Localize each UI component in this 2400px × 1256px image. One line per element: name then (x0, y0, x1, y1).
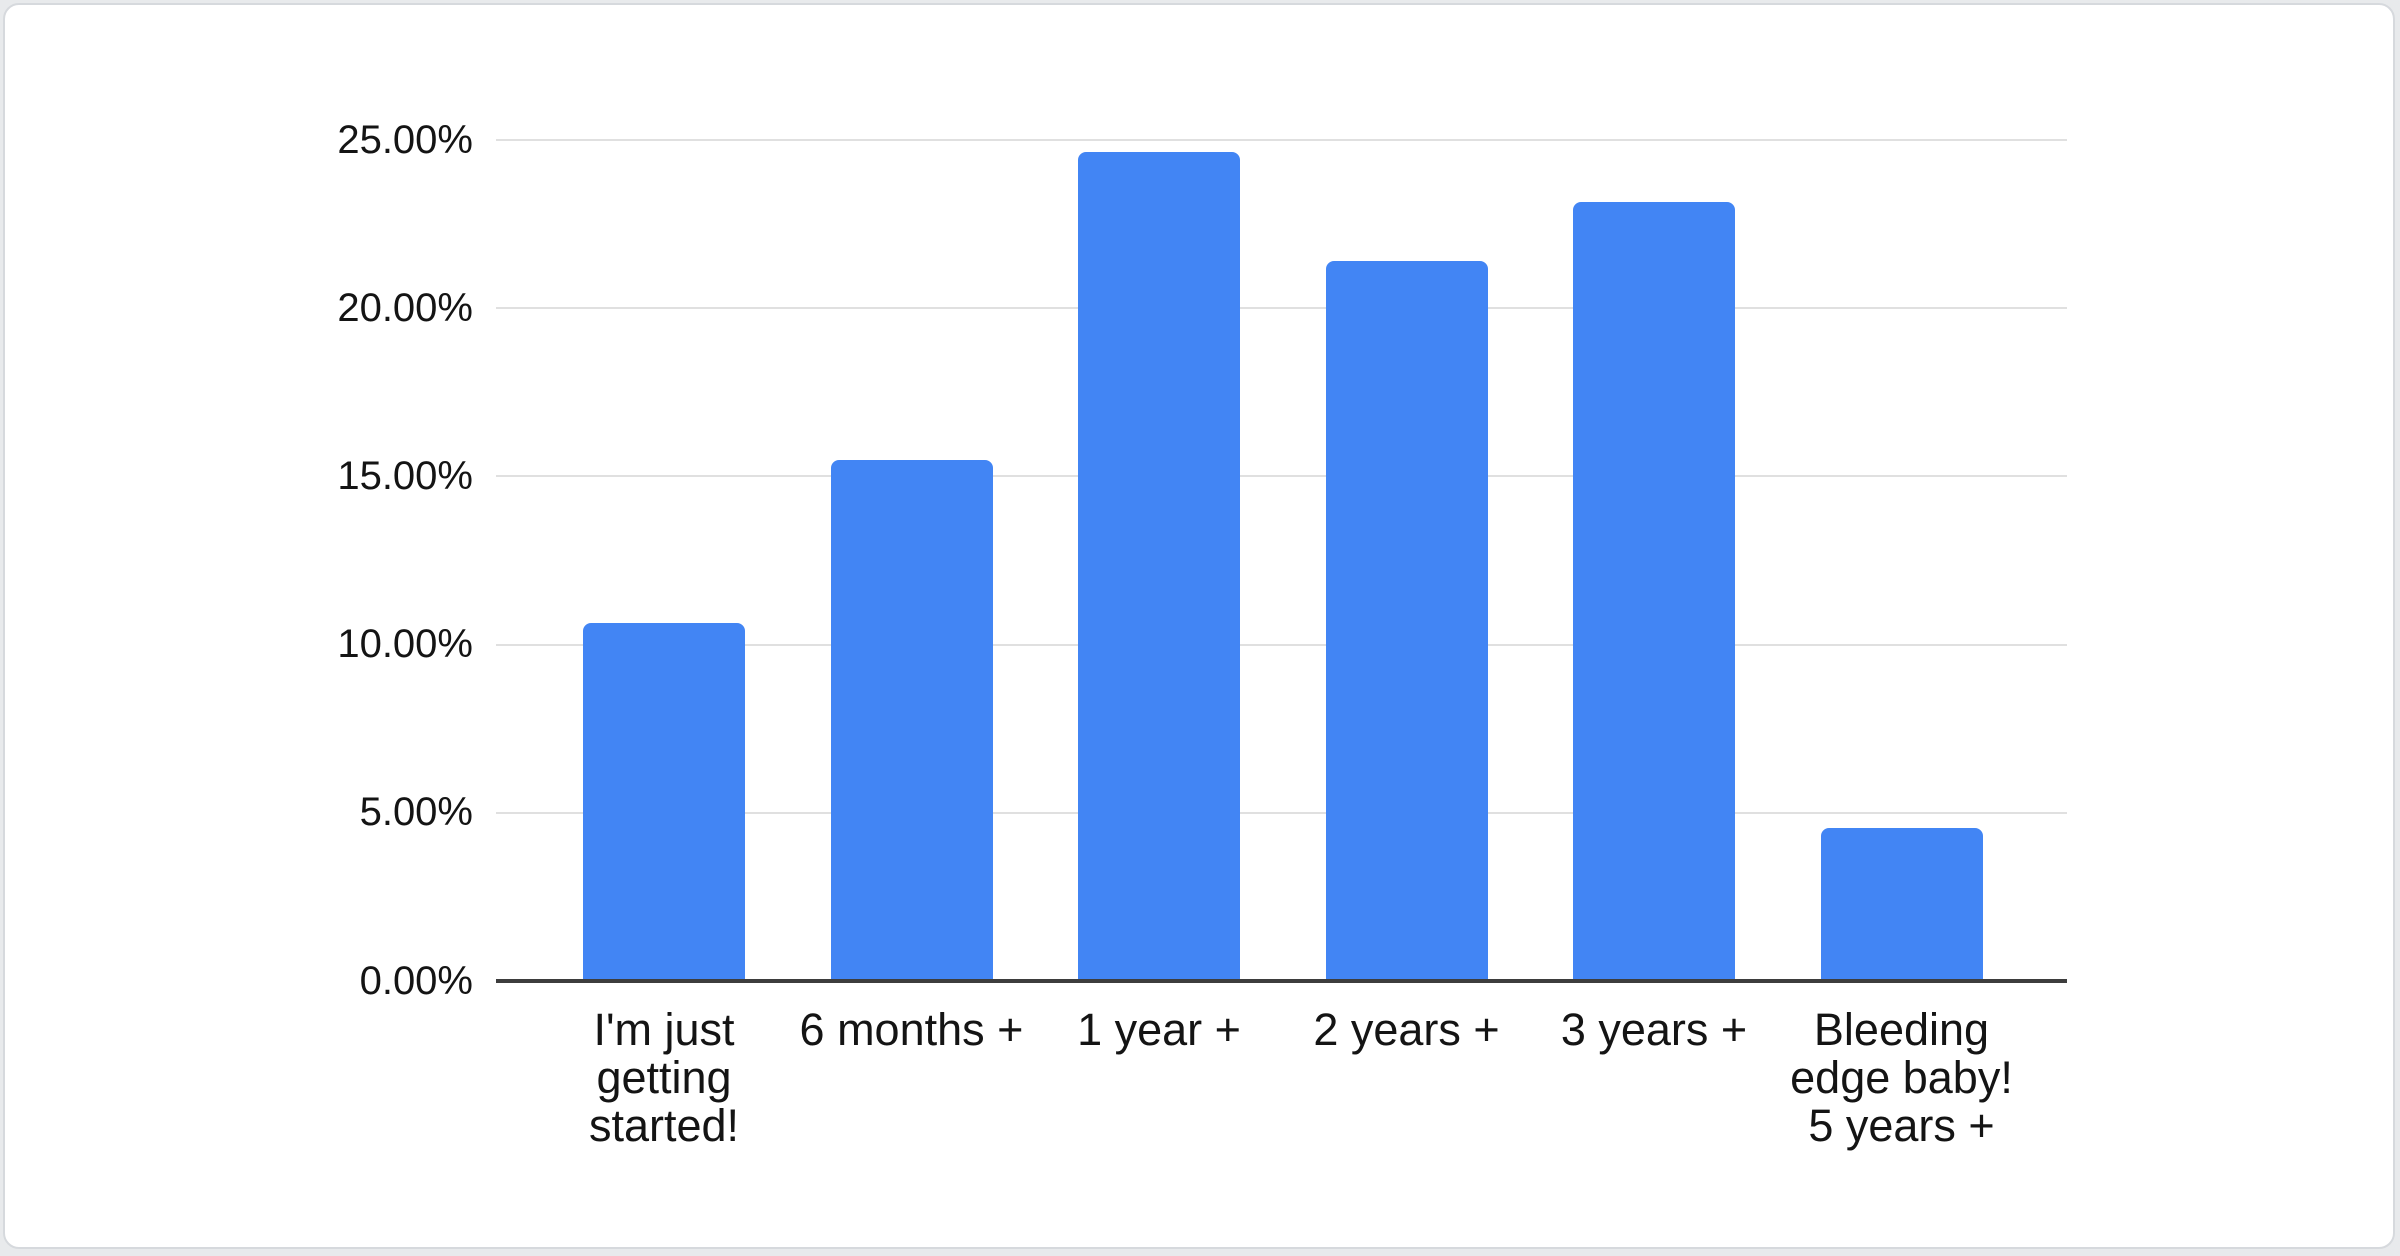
x-axis-label-line: I'm just (593, 1004, 735, 1055)
y-tick-label: 10.00% (337, 622, 473, 667)
x-axis-label-line: edge baby! (1790, 1052, 2013, 1103)
bar-1 (583, 622, 745, 981)
x-axis-label-1: I'm just getting started! (514, 1006, 814, 1150)
y-tick-label: 15.00% (337, 453, 473, 498)
gridline-25.00% (496, 139, 2067, 141)
y-tick-label: 0.00% (359, 958, 473, 1003)
x-axis-label-5: 3 years + (1504, 1006, 1804, 1054)
x-axis-label-2: 6 months + (762, 1006, 1062, 1054)
x-axis-label-6: Bleeding edge baby! 5 years + (1752, 1006, 2052, 1150)
bar-3 (1078, 151, 1240, 981)
x-axis-label-line: 6 months + (799, 1004, 1024, 1055)
x-axis-label-line: 1 year + (1077, 1004, 1241, 1055)
x-axis-label-4: 2 years + (1257, 1006, 1557, 1054)
y-tick-label: 20.00% (337, 285, 473, 330)
bar-6 (1820, 827, 1983, 981)
bar-2 (830, 459, 993, 981)
y-tick-label: 5.00% (359, 790, 473, 835)
x-axis-label-line: getting (596, 1052, 732, 1103)
gridline-5.00% (496, 811, 2067, 814)
x-axis-label-3: 1 year + (1009, 1006, 1309, 1054)
x-axis-label-line: started! (588, 1100, 740, 1151)
gridline-10.00% (496, 643, 2067, 646)
bar-5 (1573, 202, 1735, 981)
y-tick-label: 25.00% (337, 117, 473, 162)
x-axis-label-line: 2 years + (1313, 1004, 1500, 1055)
gridline-20.00% (496, 307, 2067, 310)
bar-4 (1325, 261, 1488, 981)
x-axis-label-line: 5 years + (1808, 1100, 1995, 1151)
plot-area (496, 139, 2067, 983)
x-axis-label-line: 3 years + (1560, 1004, 1748, 1055)
gridline-15.00% (496, 475, 2067, 478)
x-axis-label-line: Bleeding (1813, 1004, 1990, 1055)
x-axis-line (496, 979, 2067, 983)
